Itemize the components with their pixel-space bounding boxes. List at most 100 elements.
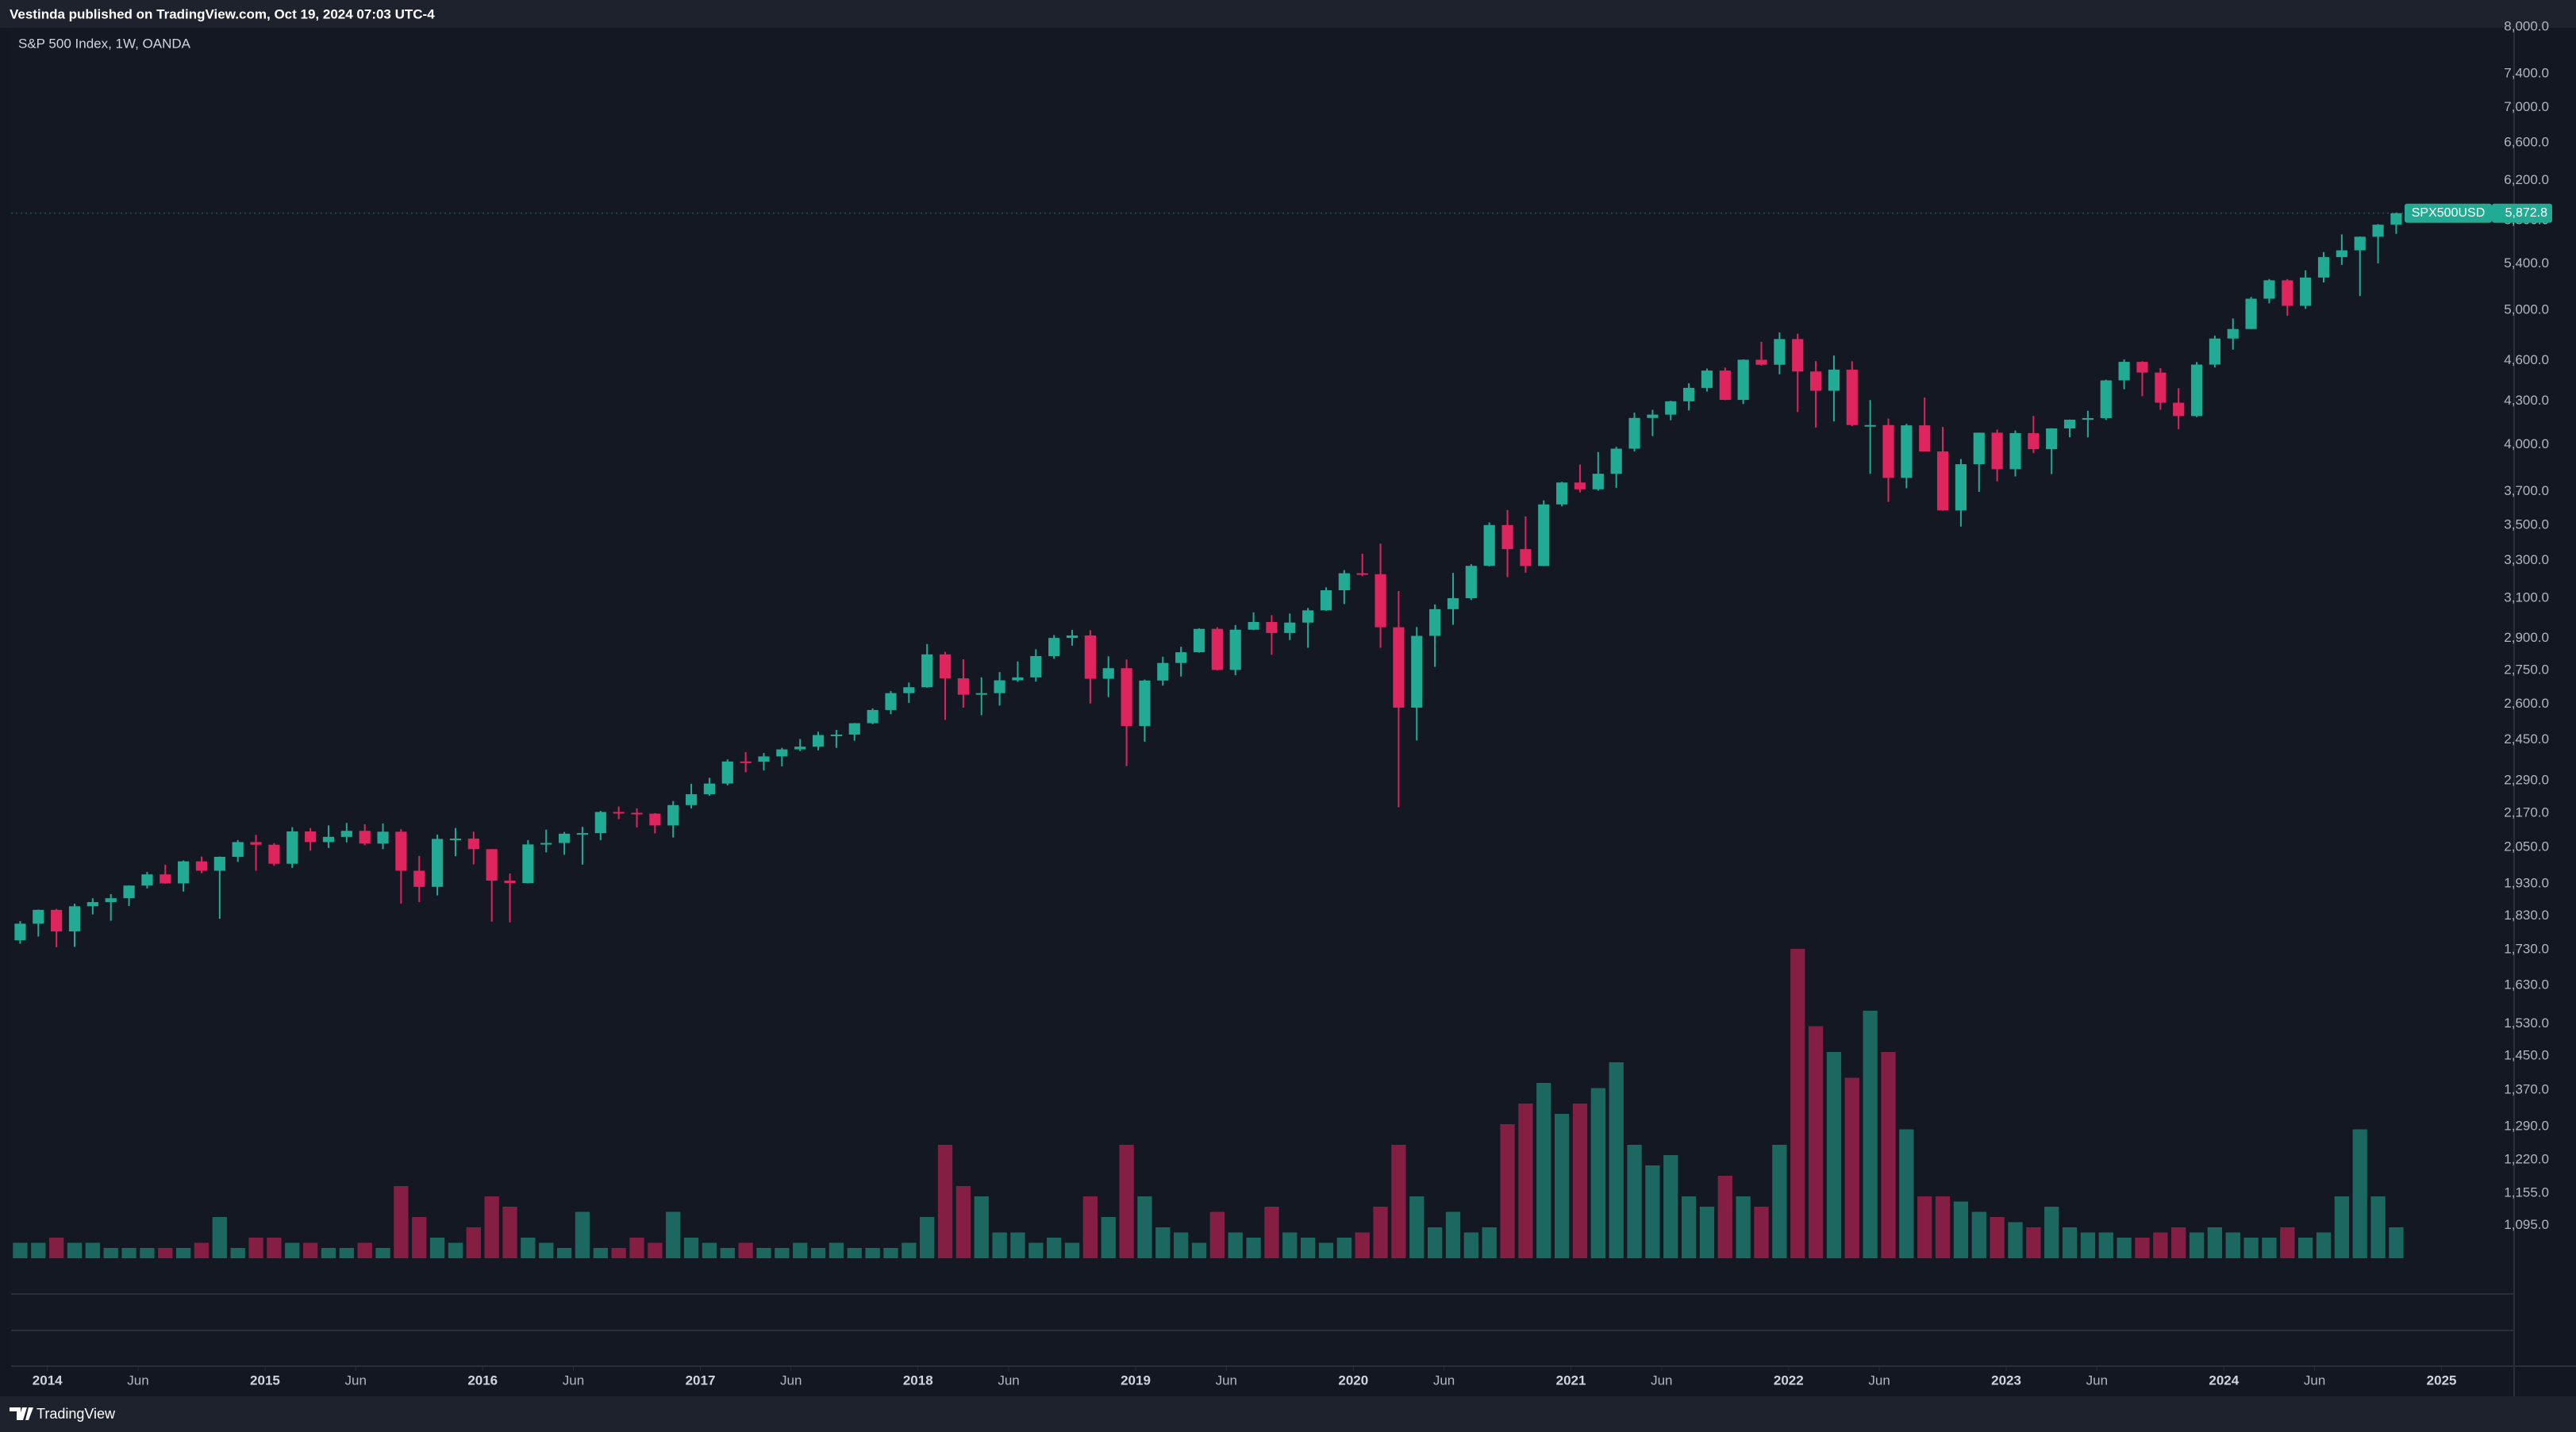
candle-body <box>740 761 752 763</box>
candle-body <box>1229 629 1241 670</box>
volume-bar <box>865 1248 880 1258</box>
candle-body <box>758 756 770 762</box>
y-tick-label: 1,290.0 <box>2504 1118 2549 1133</box>
price-label: 5,872.8 <box>2505 206 2547 220</box>
x-tick-label: Jun <box>998 1372 1019 1388</box>
candle-body <box>1556 482 1568 505</box>
candle-body <box>794 747 806 750</box>
candle-body <box>395 831 407 871</box>
candle-body <box>2190 364 2203 417</box>
volume-bar <box>2316 1232 2332 1258</box>
volume-bar <box>2008 1222 2023 1258</box>
volume-bar <box>194 1242 210 1258</box>
volume-bar <box>1554 1114 1570 1258</box>
candle-body <box>1955 464 1967 511</box>
y-tick-label: 2,450.0 <box>2504 731 2549 747</box>
y-tick-label: 5,000.0 <box>2504 301 2549 317</box>
volume-bar <box>2225 1232 2240 1258</box>
candle-body <box>830 734 842 736</box>
candle-body <box>1102 668 1114 679</box>
volume-bar <box>829 1242 844 1258</box>
candle-body <box>14 923 26 941</box>
candle-body <box>885 693 897 710</box>
candle-body <box>667 804 679 826</box>
candle-body <box>1774 339 1786 365</box>
volume-bar <box>1536 1083 1551 1258</box>
volume-bar <box>1119 1145 1134 1258</box>
volume-bar <box>1010 1232 1025 1258</box>
marks: 1,095.0 1,155.0 1,220.0 1,290.0 1,370.0 1,450… <box>11 18 2552 1388</box>
volume-bar <box>448 1242 463 1258</box>
x-tick-label: Jun <box>2086 1372 2108 1388</box>
volume-bar <box>629 1238 644 1258</box>
volume-bar <box>212 1217 227 1258</box>
candle-body <box>87 902 98 907</box>
candle-body <box>413 870 425 887</box>
volume-bar <box>466 1227 481 1258</box>
y-tick-label: 1,630.0 <box>2504 977 2549 992</box>
candle-body <box>467 839 479 850</box>
volume-bars <box>13 949 2404 1258</box>
candle-body <box>848 723 860 735</box>
y-tick-label: 1,095.0 <box>2504 1217 2549 1232</box>
volume-bar <box>1645 1165 1660 1258</box>
volume-bar <box>2370 1196 2386 1258</box>
candle-body <box>1882 424 1894 478</box>
volume-bar <box>1209 1211 1225 1258</box>
volume-bar <box>158 1248 173 1258</box>
volume-bar <box>1137 1196 1152 1258</box>
candle-body <box>195 861 208 871</box>
candle-body <box>613 812 625 814</box>
candle-body <box>1991 432 2003 470</box>
candle-body <box>322 836 335 843</box>
x-tick-label: Jun <box>127 1372 148 1388</box>
volume-bar <box>1681 1196 1697 1258</box>
plot-area <box>11 28 2514 1366</box>
y-tick-label: 1,450.0 <box>2504 1048 2549 1063</box>
volume-bar <box>1754 1207 1769 1258</box>
volume-bar <box>1373 1207 1388 1258</box>
candle-body <box>1302 610 1314 623</box>
volume-bar <box>1463 1232 1478 1258</box>
candle-body <box>649 813 661 826</box>
candle-body <box>377 831 389 844</box>
candle-body <box>1066 635 1078 639</box>
volume-bar <box>2153 1232 2168 1258</box>
candle-body <box>178 861 190 884</box>
y-tick-label: 6,600.0 <box>2504 135 2549 150</box>
candle-body <box>1592 474 1604 489</box>
candle-body <box>2118 362 2130 381</box>
candle-body <box>1628 417 1640 449</box>
volume-bar <box>2044 1207 2059 1258</box>
volume-bar <box>2098 1232 2113 1258</box>
y-tick-label: 4,000.0 <box>2504 436 2549 451</box>
candle-body <box>123 885 135 899</box>
y-tick-label: 2,750.0 <box>2504 662 2549 677</box>
candle-body <box>1248 621 1259 630</box>
y-tick-label: 2,600.0 <box>2504 696 2549 711</box>
candle-body <box>359 831 371 844</box>
candle-body <box>1393 627 1405 708</box>
candle-body <box>2336 250 2347 258</box>
candle-body <box>1175 652 1187 663</box>
candle-body <box>921 654 933 688</box>
volume-bar <box>955 1186 971 1258</box>
volume-bar <box>992 1232 1007 1258</box>
x-tick-label: Jun <box>780 1372 802 1388</box>
volume-bar <box>920 1217 935 1258</box>
volume-bar <box>1155 1227 1171 1258</box>
volume-bar <box>1899 1129 1914 1258</box>
candle-body <box>1121 668 1132 727</box>
volume-bar <box>1699 1207 1715 1258</box>
volume-bar <box>321 1248 336 1258</box>
volume-bar <box>248 1238 263 1258</box>
candle-body <box>1030 655 1042 678</box>
volume-bar <box>267 1238 282 1258</box>
volume-bar <box>2352 1129 2367 1258</box>
y-tick-label: 1,530.0 <box>2504 1015 2549 1031</box>
x-tick-label: 2023 <box>1991 1372 2021 1388</box>
volume-bar <box>648 1242 663 1258</box>
volume-bar <box>1572 1104 1588 1258</box>
volume-bar <box>121 1248 136 1258</box>
candle-body <box>1375 574 1386 628</box>
